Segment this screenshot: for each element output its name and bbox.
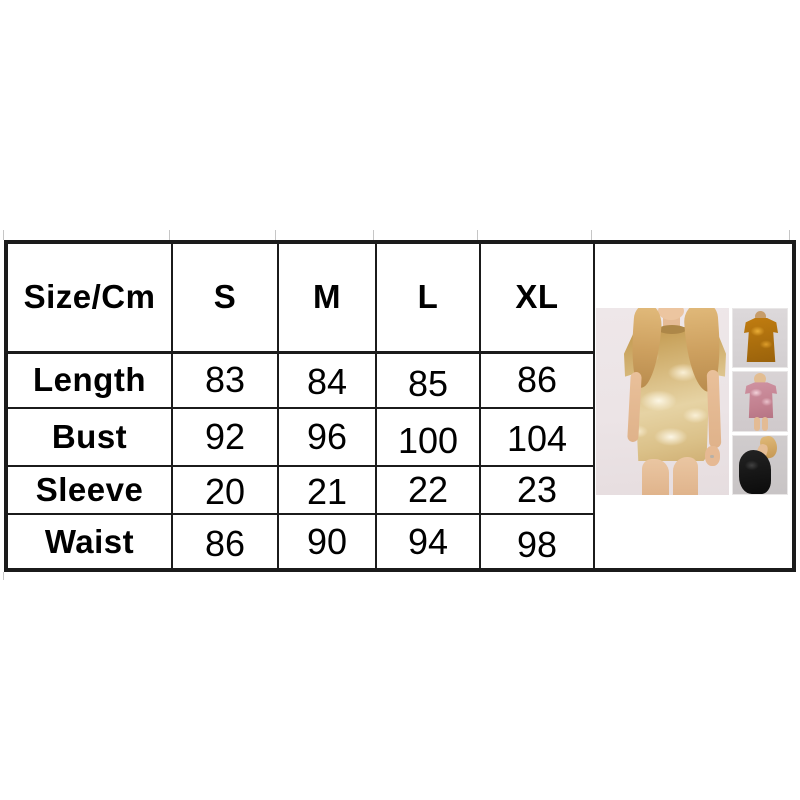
- row-label-bust: Bust: [5, 407, 173, 467]
- black-dress-shape: [739, 449, 771, 494]
- cell-bust-m: 96: [277, 407, 377, 467]
- row-label-sleeve: Sleeve: [5, 465, 173, 515]
- cell-length-m: 84: [277, 351, 377, 409]
- thumbnail-mustard-dress: [732, 308, 788, 369]
- gridline-stub: [789, 230, 790, 240]
- cell-waist-m: 90: [277, 513, 377, 571]
- cell-length-l: 85: [375, 351, 481, 409]
- cell-waist-s: 86: [171, 513, 279, 571]
- cell-waist-xl: 98: [479, 513, 595, 571]
- thumbnail-model-head: [755, 311, 766, 322]
- product-photo-cell: [593, 241, 795, 572]
- row-label-length: Length: [5, 351, 173, 409]
- thumbnail-model-leg: [762, 417, 768, 431]
- thumbnail-pink-dress: [732, 371, 788, 432]
- mustard-dress-shape: [744, 318, 778, 362]
- dress-neckband: [658, 325, 686, 334]
- model-arm-right: [706, 369, 722, 449]
- gridline-stub: [3, 230, 4, 240]
- header-size-cm: Size/Cm: [5, 241, 173, 354]
- cell-bust-xl: 104: [479, 407, 595, 467]
- table-row-sleeve: Sleeve 20 21 22 23: [5, 465, 794, 515]
- cell-bust-s: 92: [171, 407, 279, 467]
- gridline-stub: [275, 230, 276, 240]
- cell-bust-l: 100: [375, 407, 481, 467]
- model-leg-left: [642, 459, 669, 495]
- header-size-xl: XL: [479, 241, 595, 354]
- pink-dress-shape: [745, 382, 777, 419]
- table-row-length: Length 83 84 85 86: [5, 351, 794, 409]
- model-leg-right: [673, 457, 698, 495]
- model-ring: [710, 455, 714, 458]
- table-row-bust: Bust 92 96 100 104: [5, 407, 794, 467]
- main-product-photo: [596, 308, 729, 495]
- row-label-waist: Waist: [5, 513, 173, 571]
- header-size-m: M: [277, 241, 377, 354]
- size-table: Size/Cm S M L XL: [4, 240, 796, 572]
- cell-waist-l: 94: [375, 513, 481, 571]
- product-photo-block: [596, 308, 788, 495]
- gridline-stub: [591, 230, 592, 240]
- header-size-l: L: [375, 241, 481, 354]
- gridline-stub: [3, 572, 4, 580]
- table-row-waist: Waist 86 90 94 98: [5, 513, 794, 571]
- cell-sleeve-m: 21: [277, 465, 377, 515]
- gridline-stub: [477, 230, 478, 240]
- color-thumbnails: [732, 308, 788, 495]
- thumbnail-black-dress: [732, 434, 788, 495]
- cell-length-s: 83: [171, 351, 279, 409]
- gridline-stub: [169, 230, 170, 240]
- cell-sleeve-s: 20: [171, 465, 279, 515]
- model-face: [658, 308, 684, 320]
- cell-sleeve-xl: 23: [479, 465, 595, 515]
- header-row: Size/Cm S M L XL: [5, 241, 795, 572]
- header-size-s: S: [171, 241, 279, 354]
- cell-length-xl: 86: [479, 351, 595, 409]
- cell-sleeve-l: 22: [375, 465, 481, 515]
- gridline-stub: [373, 230, 374, 240]
- thumbnail-model-leg: [754, 417, 760, 431]
